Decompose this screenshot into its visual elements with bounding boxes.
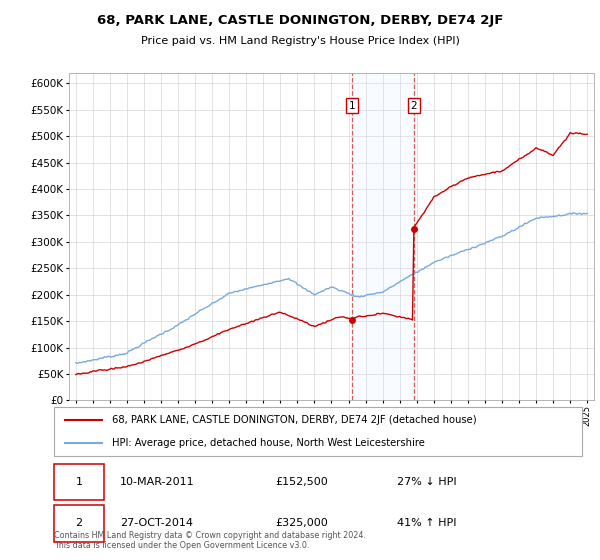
Text: £152,500: £152,500 [276, 477, 329, 487]
Text: 2: 2 [76, 519, 83, 529]
Text: 68, PARK LANE, CASTLE DONINGTON, DERBY, DE74 2JF (detached house): 68, PARK LANE, CASTLE DONINGTON, DERBY, … [112, 416, 477, 426]
Text: 1: 1 [76, 477, 83, 487]
FancyBboxPatch shape [54, 464, 104, 500]
Text: 10-MAR-2011: 10-MAR-2011 [120, 477, 194, 487]
Text: 27-OCT-2014: 27-OCT-2014 [120, 519, 193, 529]
Bar [352, 73, 414, 400]
Text: 41% ↑ HPI: 41% ↑ HPI [397, 519, 457, 529]
Text: HPI: Average price, detached house, North West Leicestershire: HPI: Average price, detached house, Nort… [112, 438, 425, 448]
FancyBboxPatch shape [54, 505, 104, 542]
Text: 27% ↓ HPI: 27% ↓ HPI [397, 477, 457, 487]
Text: 2: 2 [410, 101, 417, 110]
Text: Price paid vs. HM Land Registry's House Price Index (HPI): Price paid vs. HM Land Registry's House … [140, 36, 460, 46]
Text: 68, PARK LANE, CASTLE DONINGTON, DERBY, DE74 2JF: 68, PARK LANE, CASTLE DONINGTON, DERBY, … [97, 14, 503, 27]
Text: Contains HM Land Registry data © Crown copyright and database right 2024.
This d: Contains HM Land Registry data © Crown c… [54, 530, 366, 550]
FancyBboxPatch shape [54, 407, 582, 456]
Text: £325,000: £325,000 [276, 519, 329, 529]
Text: 1: 1 [349, 101, 355, 110]
